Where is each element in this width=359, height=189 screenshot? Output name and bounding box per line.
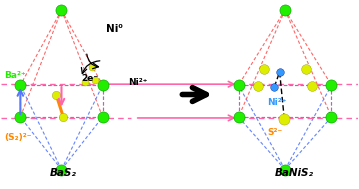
Text: Ni⁰: Ni⁰ bbox=[106, 24, 123, 34]
Text: Ba²⁺: Ba²⁺ bbox=[4, 71, 26, 80]
Text: Ni²⁺: Ni²⁺ bbox=[128, 78, 147, 87]
Text: (S₂)²⁻: (S₂)²⁻ bbox=[4, 133, 32, 142]
Text: BaNiS₂: BaNiS₂ bbox=[274, 168, 313, 178]
Text: S²⁻: S²⁻ bbox=[267, 129, 283, 137]
Text: 2e⁻: 2e⁻ bbox=[81, 74, 98, 83]
Text: Ni²⁺: Ni²⁺ bbox=[267, 98, 286, 107]
Text: BaS₂: BaS₂ bbox=[50, 168, 77, 178]
